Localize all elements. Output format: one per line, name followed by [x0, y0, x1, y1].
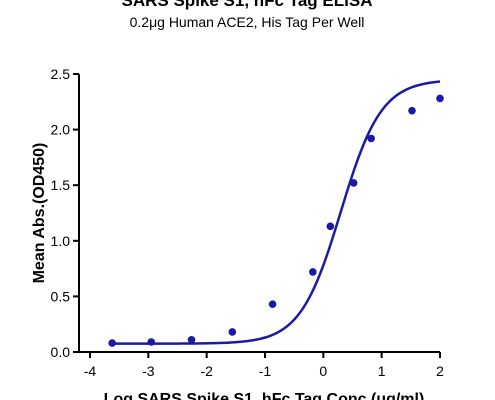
chart-title: SARS Spike S1, hFc Tag ELISA [122, 0, 373, 10]
x-tick-label: -1 [259, 363, 272, 379]
plot-area: 0.0 0.5 1.0 1.5 2.0 2.5 -4 -3 -2 -1 0 1 2 [51, 66, 445, 379]
data-point [147, 338, 156, 346]
x-tick-label: -3 [142, 363, 155, 379]
data-point [268, 300, 277, 308]
y-axis-title: Mean Abs.(OD450) [31, 143, 48, 284]
data-point [326, 222, 335, 231]
y-tick-label: 0.0 [51, 344, 71, 360]
y-tick-label: 2.0 [51, 122, 71, 138]
x-tick-label: 0 [319, 363, 327, 379]
y-tick-label: 1.0 [51, 233, 71, 249]
y-tick-label: 0.5 [51, 288, 71, 304]
x-axis-title: Log SARS Spike S1, hFc Tag Conc.(μg/ml) [104, 391, 425, 400]
x-tick-label: 1 [378, 363, 386, 379]
x-tick-label: -4 [84, 363, 97, 379]
x-tick-label: 2 [436, 363, 444, 379]
y-tick-label: 1.5 [51, 177, 71, 193]
data-point [349, 179, 358, 187]
data-point [108, 339, 116, 347]
data-point [187, 335, 196, 344]
data-point [309, 268, 317, 276]
fit-curve [112, 80, 441, 345]
data-point [436, 94, 444, 103]
data-point [367, 134, 375, 143]
data-point [408, 106, 416, 115]
y-tick-label: 2.5 [51, 66, 71, 82]
x-tick-label: -2 [200, 363, 213, 379]
data-point [228, 328, 237, 336]
chart-subtitle: 0.2μg Human ACE2, His Tag Per Well [130, 14, 365, 30]
